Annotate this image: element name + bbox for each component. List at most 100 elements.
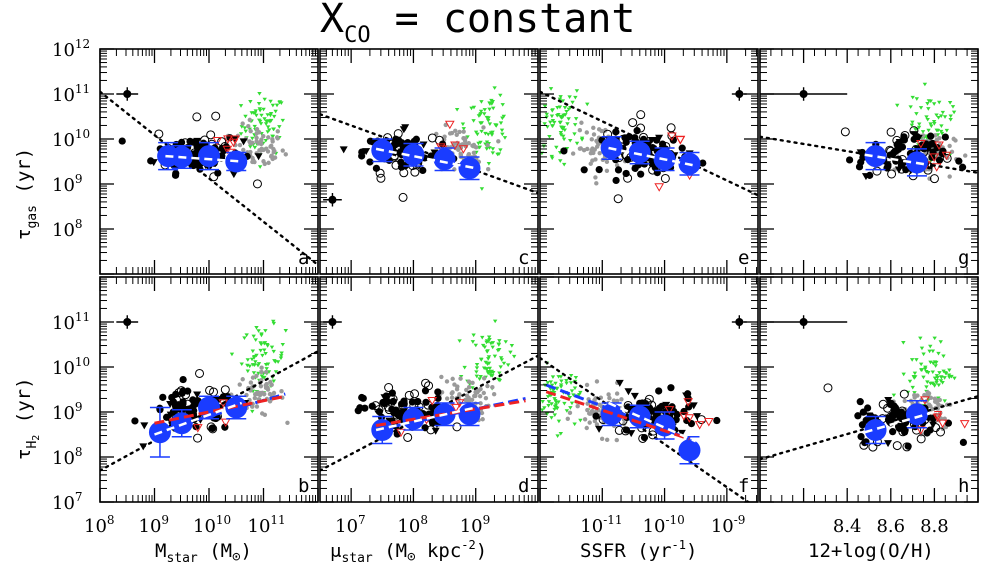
green-point (259, 333, 264, 338)
green-point (557, 97, 563, 102)
x-tick-exp: 8 (107, 513, 115, 527)
grey-point (454, 132, 459, 138)
galaxy-open-point (613, 194, 623, 204)
upper-limit-point (895, 139, 904, 147)
green-point (912, 371, 918, 376)
upper-limit-point (166, 411, 175, 419)
green-point (487, 337, 492, 342)
green-point (245, 363, 250, 368)
galaxy-open-point (452, 422, 462, 432)
galaxy-point (219, 393, 228, 401)
figure-title-rest: = constant (371, 0, 636, 42)
green-point (229, 352, 235, 357)
galaxy-point (595, 165, 603, 174)
green-point (561, 137, 567, 142)
galaxy-open-point (200, 135, 210, 145)
green-point (924, 385, 929, 390)
galaxy-open-point (403, 432, 413, 442)
green-point (572, 386, 578, 391)
y-title-subsub: 2 (31, 435, 42, 441)
red-limit-point (915, 426, 926, 435)
galaxy-point (368, 402, 376, 410)
upper-limit-point (396, 409, 405, 417)
green-point (502, 136, 508, 140)
grey-point (606, 392, 611, 397)
bin-mean-marker (458, 403, 481, 426)
galaxy-open-point (404, 390, 414, 400)
green-point (277, 100, 283, 104)
green-point (928, 122, 933, 127)
y-tick-exp: 11 (75, 310, 90, 324)
green-point (550, 124, 555, 129)
green-point (254, 326, 259, 330)
green-point (914, 97, 920, 101)
green-point (498, 356, 504, 360)
green-point (942, 376, 947, 380)
galaxy-point (358, 393, 366, 402)
grey-point (444, 379, 450, 384)
grey-point (259, 141, 264, 147)
red-limit-point (929, 153, 940, 162)
x-tick-label: 8.8 (920, 516, 949, 537)
green-point (490, 345, 495, 350)
green-point (490, 100, 495, 104)
grey-point (947, 143, 952, 149)
panel-letter-text: h (958, 475, 969, 497)
grey-point (470, 380, 475, 385)
green-point (265, 113, 270, 117)
green-point (934, 378, 939, 383)
grey-point (270, 139, 275, 144)
green-point (546, 400, 552, 404)
green-point (484, 140, 490, 145)
grey-point (478, 401, 483, 406)
green-point (482, 112, 487, 116)
green-point (940, 110, 946, 115)
grey-point (565, 416, 570, 421)
galaxy-open-point (384, 383, 394, 393)
grey-point (454, 387, 460, 392)
red-limit-point (934, 141, 944, 151)
grey-point (444, 396, 450, 401)
grey-point (272, 149, 277, 154)
grey-point (485, 383, 490, 389)
grey-point (259, 137, 264, 142)
grey-point (589, 137, 594, 142)
green-point (912, 391, 917, 395)
upper-limit-point (910, 131, 919, 139)
galaxy-open-point (638, 433, 648, 443)
grey-point (570, 151, 576, 156)
green-point (935, 128, 941, 133)
grey-point (280, 148, 285, 153)
green-point (263, 351, 268, 356)
green-point (941, 354, 946, 359)
grey-point (266, 135, 271, 140)
x-axis-title-part: kpc (416, 540, 462, 562)
y-axis-title-gas: τgas (yr) (13, 148, 40, 240)
green-point (928, 360, 933, 365)
green-point (556, 113, 561, 117)
grey-point (928, 395, 934, 400)
x-tick-exp: 9 (483, 513, 491, 527)
galaxy-point (612, 128, 620, 136)
grey-point (449, 395, 455, 400)
galaxy-open-point (895, 422, 905, 432)
green-point (524, 115, 528, 119)
green-point (925, 380, 930, 384)
typical-error-point (799, 90, 808, 98)
galaxy-point (935, 156, 944, 164)
panel-letter-text: d (518, 475, 529, 497)
galaxy-point (854, 412, 862, 420)
x-tick-base: 10 (643, 516, 666, 537)
upper-limit-point (615, 379, 624, 387)
green-point (559, 379, 564, 384)
galaxy-point (118, 137, 126, 145)
fit-line-dotted (540, 90, 758, 197)
green-point (280, 118, 285, 123)
red-limit-point (212, 136, 223, 146)
green-point (938, 379, 944, 383)
grey-point (254, 404, 260, 409)
green-point (937, 100, 942, 105)
green-point (566, 107, 571, 112)
